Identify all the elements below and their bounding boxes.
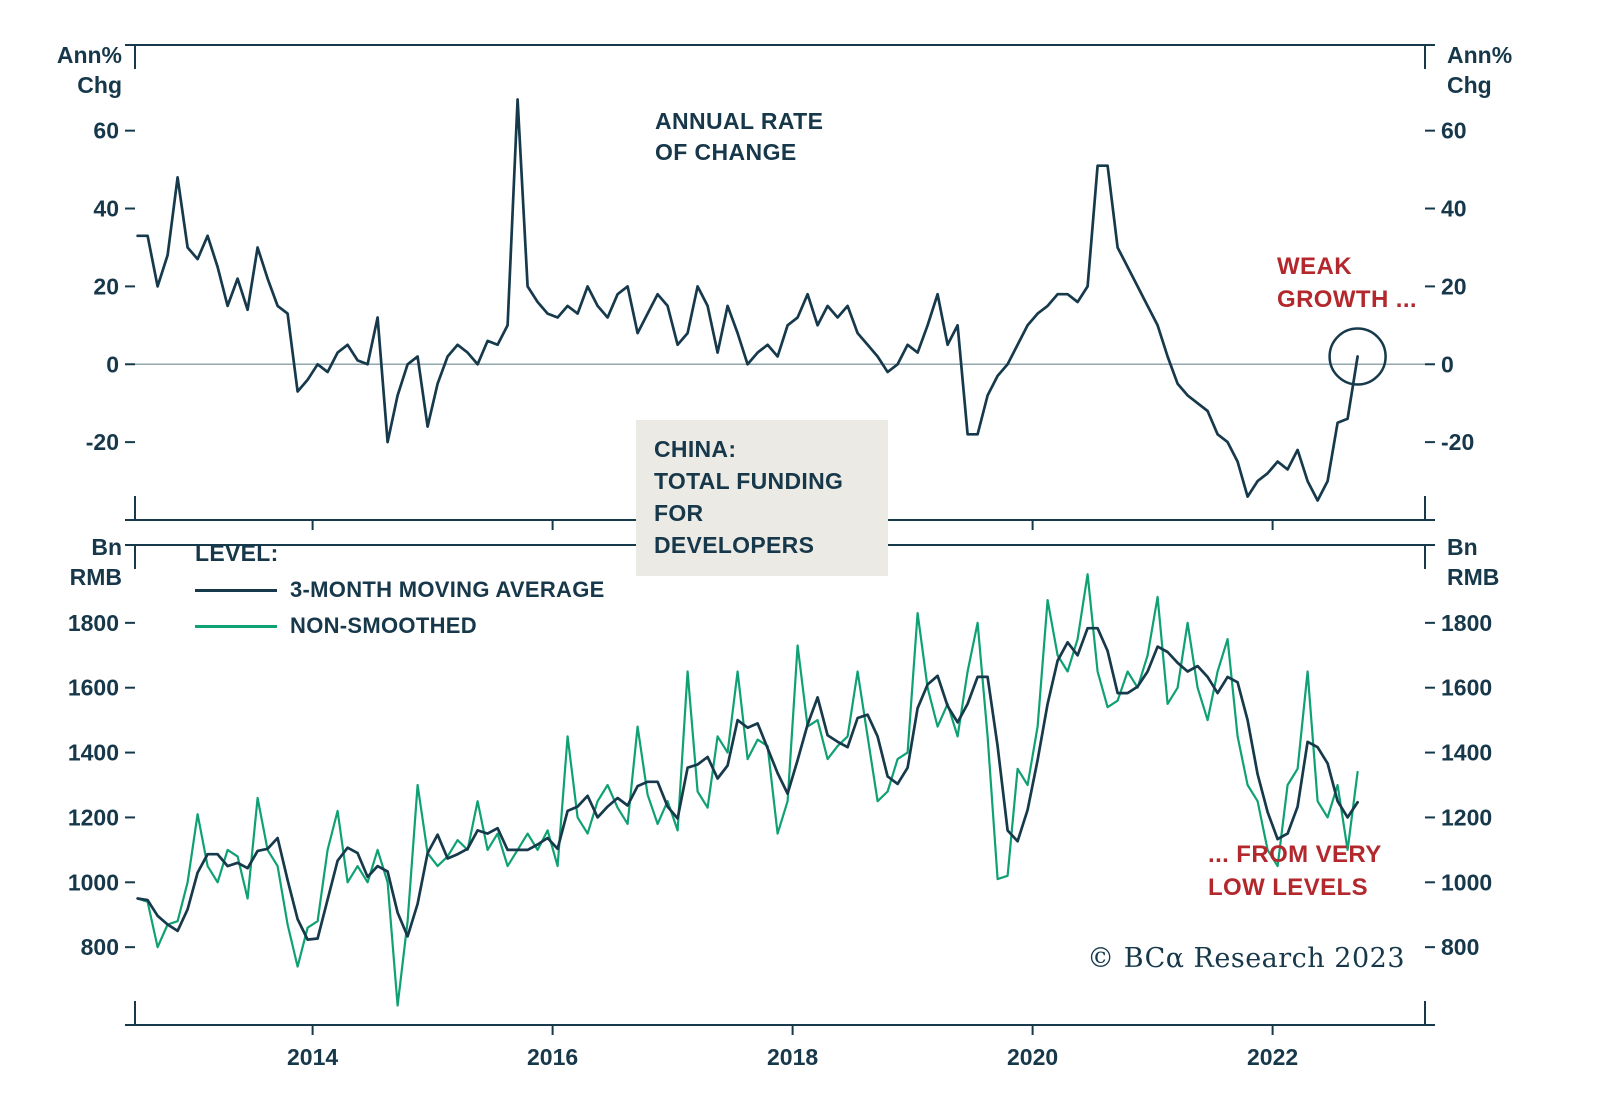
y-tick-label: 800 xyxy=(81,934,119,960)
y-tick-label: -20 xyxy=(86,429,119,455)
x-tick-label: 2020 xyxy=(1007,1044,1058,1070)
callout-line: WEAK xyxy=(1277,253,1352,280)
copyright-notice: © BCα Research 2023 xyxy=(1087,943,1405,974)
moving-average-line-swatch xyxy=(195,588,277,592)
x-tick-label: 2014 xyxy=(287,1044,338,1070)
callout-line: LOW LEVELS xyxy=(1208,874,1368,901)
subject-line: FOR DEVELOPERS xyxy=(654,500,815,558)
y-tick-label: 20 xyxy=(93,273,119,299)
subject-line: CHINA: xyxy=(654,436,737,462)
y-tick-label: 40 xyxy=(93,196,119,222)
x-tick-label: 2022 xyxy=(1247,1044,1298,1070)
series-non-smoothed xyxy=(136,573,1359,1007)
bottom-axis-unit-left: Bn RMB xyxy=(28,532,122,592)
x-tick-label: 2018 xyxy=(767,1044,818,1070)
series-3-month-moving-average xyxy=(136,626,1359,941)
unit-line: Chg xyxy=(77,72,122,98)
non-smoothed-line-swatch xyxy=(195,624,277,628)
unit-line: RMB xyxy=(1447,564,1500,590)
unit-line: Ann% xyxy=(1447,42,1513,68)
unit-line: Bn xyxy=(1447,534,1478,560)
y-tick-label: 1000 xyxy=(68,869,119,895)
y-tick-label: 1600 xyxy=(1441,675,1492,701)
legend-row-non-smoothed: NON-SMOOTHED xyxy=(195,613,605,639)
y-tick-label: 1000 xyxy=(1441,869,1492,895)
y-tick-label: 0 xyxy=(1441,351,1454,377)
y-tick-label: 1400 xyxy=(68,740,119,766)
unit-line: RMB xyxy=(69,564,122,590)
y-tick-label: 1600 xyxy=(68,675,119,701)
callout-line: ... FROM VERY xyxy=(1208,841,1382,868)
legend-moving-average-label: 3-MONTH MOVING AVERAGE xyxy=(290,577,605,602)
weak-growth-circle xyxy=(1328,327,1387,386)
y-tick-label: 60 xyxy=(1441,118,1467,144)
legend-non-smoothed-label: NON-SMOOTHED xyxy=(290,613,477,638)
weak-growth-callout: WEAK GROWTH ... xyxy=(1277,250,1417,316)
y-tick-label: 0 xyxy=(106,351,119,377)
subject-box: CHINA: TOTAL FUNDING FOR DEVELOPERS xyxy=(636,420,888,576)
legend-row-moving-average: 3-MONTH MOVING AVERAGE xyxy=(195,577,605,603)
top-panel-title: ANNUAL RATE OF CHANGE xyxy=(655,106,823,168)
title-line: ANNUAL RATE xyxy=(655,108,824,134)
unit-line: Chg xyxy=(1447,72,1492,98)
unit-line: Bn xyxy=(91,534,122,560)
x-tick-label: 2016 xyxy=(527,1044,578,1070)
legend-title: LEVEL: xyxy=(195,540,279,566)
subject-line: TOTAL FUNDING xyxy=(654,468,844,494)
y-tick-label: 1200 xyxy=(68,804,119,830)
y-tick-label: 20 xyxy=(1441,273,1467,299)
top-axis-unit-left: Ann% Chg xyxy=(28,40,122,100)
y-tick-label: 1800 xyxy=(1441,610,1492,636)
bottom-axis-unit-right: Bn RMB xyxy=(1447,532,1499,592)
callout-line: GROWTH ... xyxy=(1277,286,1417,313)
title-line: OF CHANGE xyxy=(655,139,797,165)
y-tick-label: 40 xyxy=(1441,196,1467,222)
y-tick-label: 60 xyxy=(93,118,119,144)
low-levels-callout: ... FROM VERY LOW LEVELS xyxy=(1208,838,1382,904)
series-annual-rate-of-change xyxy=(136,98,1359,502)
y-tick-label: 1200 xyxy=(1441,804,1492,830)
y-tick-label: 1400 xyxy=(1441,740,1492,766)
legend: LEVEL: 3-MONTH MOVING AVERAGE NON-SMOOTH… xyxy=(195,540,605,639)
y-tick-label: 1800 xyxy=(68,610,119,636)
unit-line: Ann% xyxy=(56,42,122,68)
top-axis-unit-right: Ann% Chg xyxy=(1447,40,1512,100)
y-tick-label: 800 xyxy=(1441,934,1479,960)
y-tick-label: -20 xyxy=(1441,429,1474,455)
